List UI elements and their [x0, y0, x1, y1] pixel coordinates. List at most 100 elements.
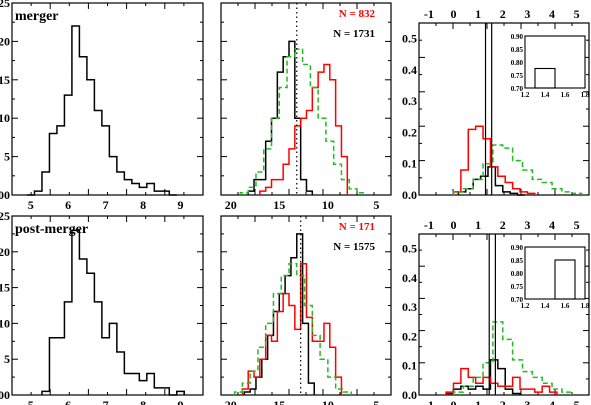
x-tick-label: 6	[65, 198, 71, 212]
x-tick-label: 5	[373, 398, 379, 405]
x-tick-label-top: 3	[524, 218, 530, 232]
y-tick-label: 0.5	[402, 32, 417, 46]
x-tick-label: 9	[178, 398, 184, 405]
inset-x-tick-label: 1.4	[541, 302, 550, 310]
y-tick-label: 20	[0, 34, 10, 48]
x-tick-label-top: 3	[524, 7, 530, 21]
x-tick-label: 10	[322, 198, 334, 212]
inset-y-tick-label: 0.70	[511, 85, 524, 93]
y-tick-label: 0.3	[402, 94, 417, 108]
x-tick-label-top: 2	[500, 7, 506, 21]
y-tick-label: 5	[4, 352, 10, 366]
histogram-series-2	[233, 262, 352, 395]
x-tick-label: -1	[424, 398, 434, 405]
x-tick-label: 20	[225, 198, 237, 212]
x-tick-label: 5	[28, 398, 34, 405]
count-annotation: N = 1575	[333, 241, 375, 253]
y-tick-label: 10	[0, 111, 10, 125]
x-tick-label-top: 1	[475, 7, 481, 21]
count-annotation: N = 171	[339, 221, 375, 233]
x-tick-label-top: 0	[450, 218, 456, 232]
y-tick-label: 0.5	[402, 242, 417, 256]
inset-x-tick-label: 1.8	[581, 91, 590, 99]
x-tick-label: 5	[373, 198, 379, 212]
y-tick-label: 0.3	[402, 300, 417, 314]
x-tick-label-top: -1	[424, 7, 434, 21]
inset-y-tick-label: 0.90	[511, 33, 524, 41]
x-tick-label-top: -1	[424, 218, 434, 232]
inset-y-tick-label: 0.80	[511, 59, 524, 67]
y-tick-label: 0.0	[402, 188, 417, 202]
y-tick-label: 15	[0, 281, 10, 295]
x-tick-label: 1	[475, 398, 481, 405]
panel-frame	[11, 2, 204, 196]
y-tick-label: 25	[0, 0, 10, 10]
histogram-series-1	[241, 262, 343, 395]
x-tick-label-top: 0	[450, 7, 456, 21]
panel-label: post-merger	[15, 222, 88, 237]
inset-x-tick-label: 1.4	[541, 91, 550, 99]
x-tick-label: 15	[273, 198, 285, 212]
y-tick-label: 5	[4, 150, 10, 164]
y-tick-label: 0.1	[402, 359, 417, 373]
inset-bar	[534, 67, 556, 89]
y-tick-label: 00	[0, 388, 10, 402]
y-tick-label: 25	[0, 209, 10, 223]
inset-y-tick-label: 0.90	[511, 244, 524, 252]
histogram-series-1	[452, 125, 536, 195]
inset-x-tick-label: 1.2	[521, 91, 530, 99]
histogram-series-2	[452, 144, 583, 195]
x-tick-label: 6	[65, 398, 71, 405]
x-tick-label: 3	[524, 398, 530, 405]
inset-bar	[554, 259, 576, 300]
count-annotation: N = 832	[339, 8, 376, 20]
x-tick-label: 0	[450, 398, 456, 405]
y-tick-label: 0.1	[402, 157, 417, 171]
y-tick-label: 00	[0, 188, 10, 202]
inset-y-tick-label: 0.70	[511, 296, 524, 304]
inset-y-tick-label: 0.75	[511, 72, 524, 80]
x-tick-label-top: 1	[475, 218, 481, 232]
x-tick-label: 4	[549, 398, 555, 405]
x-tick-label-top: 4	[549, 7, 555, 21]
inset-y-tick-label: 0.85	[511, 46, 524, 54]
x-tick-label: 10	[322, 398, 334, 405]
histogram-series-2	[452, 321, 573, 395]
inset-x-tick-label: 1.8	[581, 302, 590, 310]
x-tick-label: 8	[140, 398, 146, 405]
y-tick-label: 0.2	[402, 125, 417, 139]
y-tick-label: 0.4	[402, 271, 417, 285]
y-tick-label: 0.4	[402, 63, 417, 77]
inset-x-tick-label: 1.6	[561, 91, 570, 99]
x-tick-label: 8	[140, 198, 146, 212]
histogram-series-0	[26, 25, 177, 196]
x-tick-label: 5	[28, 198, 34, 212]
inset-x-tick-label: 1.6	[561, 302, 570, 310]
histogram-series-0	[445, 359, 521, 395]
x-tick-label: 7	[103, 398, 109, 405]
x-tick-label: 5	[574, 398, 580, 405]
histogram-series-0	[41, 229, 186, 396]
x-tick-label-top: 4	[549, 218, 555, 232]
histogram-series-0	[243, 233, 316, 395]
x-tick-label: 9	[178, 198, 184, 212]
y-tick-label: 10	[0, 316, 10, 330]
histogram-series-1	[259, 63, 349, 195]
x-tick-label-top: 2	[500, 218, 506, 232]
panel-label: merger	[15, 9, 59, 24]
inset-y-tick-label: 0.75	[511, 283, 524, 291]
y-tick-label: 20	[0, 245, 10, 259]
inset-x-tick-label: 1.2	[521, 302, 530, 310]
y-tick-label: 0.0	[402, 388, 417, 402]
x-tick-label: 2	[500, 398, 506, 405]
histogram-series-0	[247, 40, 314, 195]
y-tick-label: 0.2	[402, 329, 417, 343]
x-tick-label-top: 5	[574, 7, 580, 21]
inset-y-tick-label: 0.80	[511, 270, 524, 278]
x-tick-label-top: 5	[574, 218, 580, 232]
y-tick-label: 15	[0, 73, 10, 87]
count-annotation: N = 1731	[333, 28, 375, 40]
panel-frame	[11, 215, 204, 396]
x-tick-label: 20	[225, 398, 237, 405]
